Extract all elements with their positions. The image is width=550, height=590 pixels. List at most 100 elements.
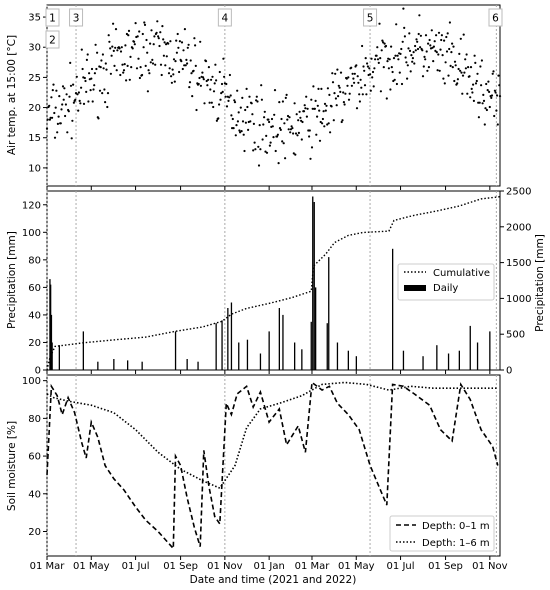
- temperature-point: [252, 149, 255, 152]
- daily-precipitation-bar: [392, 248, 394, 370]
- temperature-point: [297, 119, 300, 122]
- temperature-point: [101, 92, 104, 95]
- temperature-point: [51, 89, 54, 92]
- temperature-point: [210, 101, 213, 104]
- temperature-point: [84, 79, 87, 83]
- temperature-point: [366, 62, 369, 65]
- temperature-point: [148, 72, 151, 75]
- temperature-point: [469, 66, 473, 69]
- daily-precipitation-bar: [489, 331, 491, 370]
- temperature-point: [162, 54, 165, 57]
- temperature-point: [410, 54, 413, 57]
- temperature-point: [461, 92, 464, 95]
- temperature-point: [310, 146, 314, 149]
- temperature-point: [303, 104, 306, 107]
- temperature-point: [277, 162, 280, 165]
- temperature-point: [355, 107, 359, 110]
- temperature-point: [186, 46, 189, 49]
- temperature-point: [225, 105, 229, 108]
- temperature-point: [246, 105, 249, 109]
- temperature-point: [304, 107, 307, 110]
- temperature-point: [490, 96, 493, 99]
- temperature-point: [80, 48, 83, 51]
- temperature-point: [71, 119, 74, 122]
- temperature-point: [379, 57, 382, 60]
- temperature-point: [353, 72, 356, 75]
- temperature-point: [175, 51, 178, 54]
- daily-precipitation-bar: [294, 342, 296, 370]
- y-tick-label: 10: [28, 163, 41, 174]
- event-marker-box: [69, 8, 84, 27]
- precipitation-daily-bars: [49, 196, 491, 370]
- temperature-point: [248, 95, 251, 98]
- temperature-point: [257, 164, 261, 167]
- temperature-point: [339, 71, 343, 74]
- temperature-point: [325, 104, 328, 107]
- temperature-point: [465, 53, 468, 56]
- temperature-point: [64, 114, 67, 118]
- daily-precipitation-bar: [458, 350, 460, 370]
- temperature-point: [163, 41, 166, 44]
- temperature-point: [395, 82, 398, 86]
- temperature-point: [50, 96, 53, 99]
- daily-precipitation-bar: [402, 350, 405, 370]
- daily-precipitation-bar: [50, 284, 52, 370]
- temperature-point: [208, 101, 211, 104]
- daily-precipitation-bar: [127, 360, 129, 370]
- temperature-point: [102, 67, 105, 70]
- temperature-point: [198, 76, 201, 80]
- x-tick-label: 01 Jul: [387, 561, 415, 572]
- temperature-point: [427, 66, 430, 69]
- temperature-point: [484, 107, 487, 110]
- event-marker-label: 2: [49, 35, 56, 47]
- event-marker-box: [363, 8, 378, 27]
- temperature-point: [229, 94, 232, 97]
- temperature-point: [187, 43, 190, 46]
- temperature-point: [59, 122, 62, 125]
- x-tick-label: 01 Nov: [207, 561, 243, 572]
- temperature-point: [297, 131, 300, 134]
- temperature-point: [361, 93, 364, 96]
- temperature-point: [96, 51, 99, 54]
- temperature-point: [72, 83, 75, 86]
- temperature-point: [67, 110, 70, 113]
- temperature-point: [68, 95, 71, 98]
- temperature-point: [380, 49, 383, 52]
- temperature-point: [398, 71, 401, 74]
- temperature-point: [164, 64, 167, 67]
- temperature-point: [105, 68, 108, 71]
- y2-tick-label: 2000: [506, 222, 531, 233]
- daily-precipitation-bar: [282, 314, 284, 370]
- daily-precipitation-bar: [315, 287, 317, 370]
- temperature-point: [97, 117, 100, 120]
- temperature-point: [207, 78, 210, 81]
- temperature-scatter: [45, 7, 502, 167]
- temperature-point: [141, 73, 144, 77]
- temperature-point: [440, 34, 443, 37]
- temperature-point: [292, 152, 295, 155]
- temperature-point: [74, 92, 78, 95]
- y2-tick-label: 0: [506, 366, 512, 377]
- temperature-point: [414, 44, 417, 48]
- temperature-point: [286, 114, 290, 118]
- temperature-point: [56, 131, 59, 134]
- temperature-point: [151, 62, 155, 65]
- temperature-point: [464, 67, 467, 70]
- precipitation-legend: Cumulative Daily: [397, 263, 495, 301]
- temperature-point: [301, 120, 304, 124]
- temperature-point: [437, 31, 441, 34]
- temperature-point: [391, 70, 394, 74]
- temperature-point: [210, 78, 213, 81]
- daily-precipitation-bar: [312, 196, 314, 370]
- temperature-point: [427, 42, 430, 45]
- daily-precipitation-bar: [336, 342, 339, 370]
- temperature-point: [373, 67, 376, 70]
- temperature-point: [421, 49, 424, 52]
- temperature-point: [396, 54, 399, 57]
- event-marker-box: [217, 8, 232, 27]
- event-marker-label: 1: [49, 13, 56, 25]
- soil-moisture-ylabel: Soil moisture [%]: [6, 421, 18, 511]
- temperature-point: [260, 84, 263, 87]
- temperature-point: [450, 51, 453, 54]
- temperature-point: [186, 62, 189, 65]
